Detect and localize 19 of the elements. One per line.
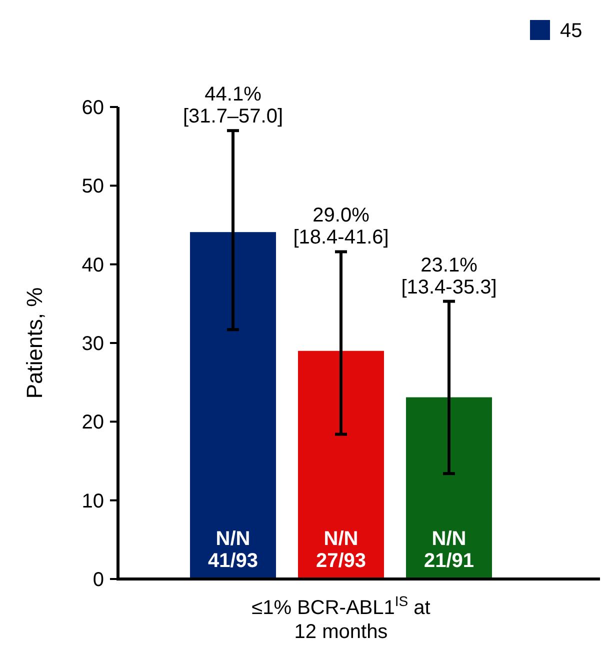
y-tick-label: 40 xyxy=(82,254,104,276)
annotation: N/N 41/93 xyxy=(208,528,258,572)
annotation: 44.1% [31.7–57.0] xyxy=(182,84,284,128)
bar xyxy=(298,350,384,579)
annotation: 23.1% [13.4-35.3] xyxy=(401,254,497,298)
y-tick-label: 0 xyxy=(92,569,104,591)
legend-label: 45 xyxy=(560,20,582,42)
annotation: N/N 27/93 xyxy=(316,528,366,572)
bar xyxy=(190,232,276,579)
category-label: ≤1% BCR-ABL1$^{IS}$ at 12 months xyxy=(252,593,430,643)
y-tick-label: 10 xyxy=(82,490,104,512)
y-axis-title: Patients, % xyxy=(22,287,47,399)
bar xyxy=(406,397,492,579)
y-tick-label: 50 xyxy=(82,176,104,198)
y-tick-label: 30 xyxy=(82,333,104,355)
annotation: N/N 21/91 xyxy=(424,528,474,572)
annotation: 29.0% [18.4-41.6] xyxy=(293,204,389,249)
y-tick-label: 20 xyxy=(82,412,104,434)
y-tick-label: 60 xyxy=(82,97,104,119)
